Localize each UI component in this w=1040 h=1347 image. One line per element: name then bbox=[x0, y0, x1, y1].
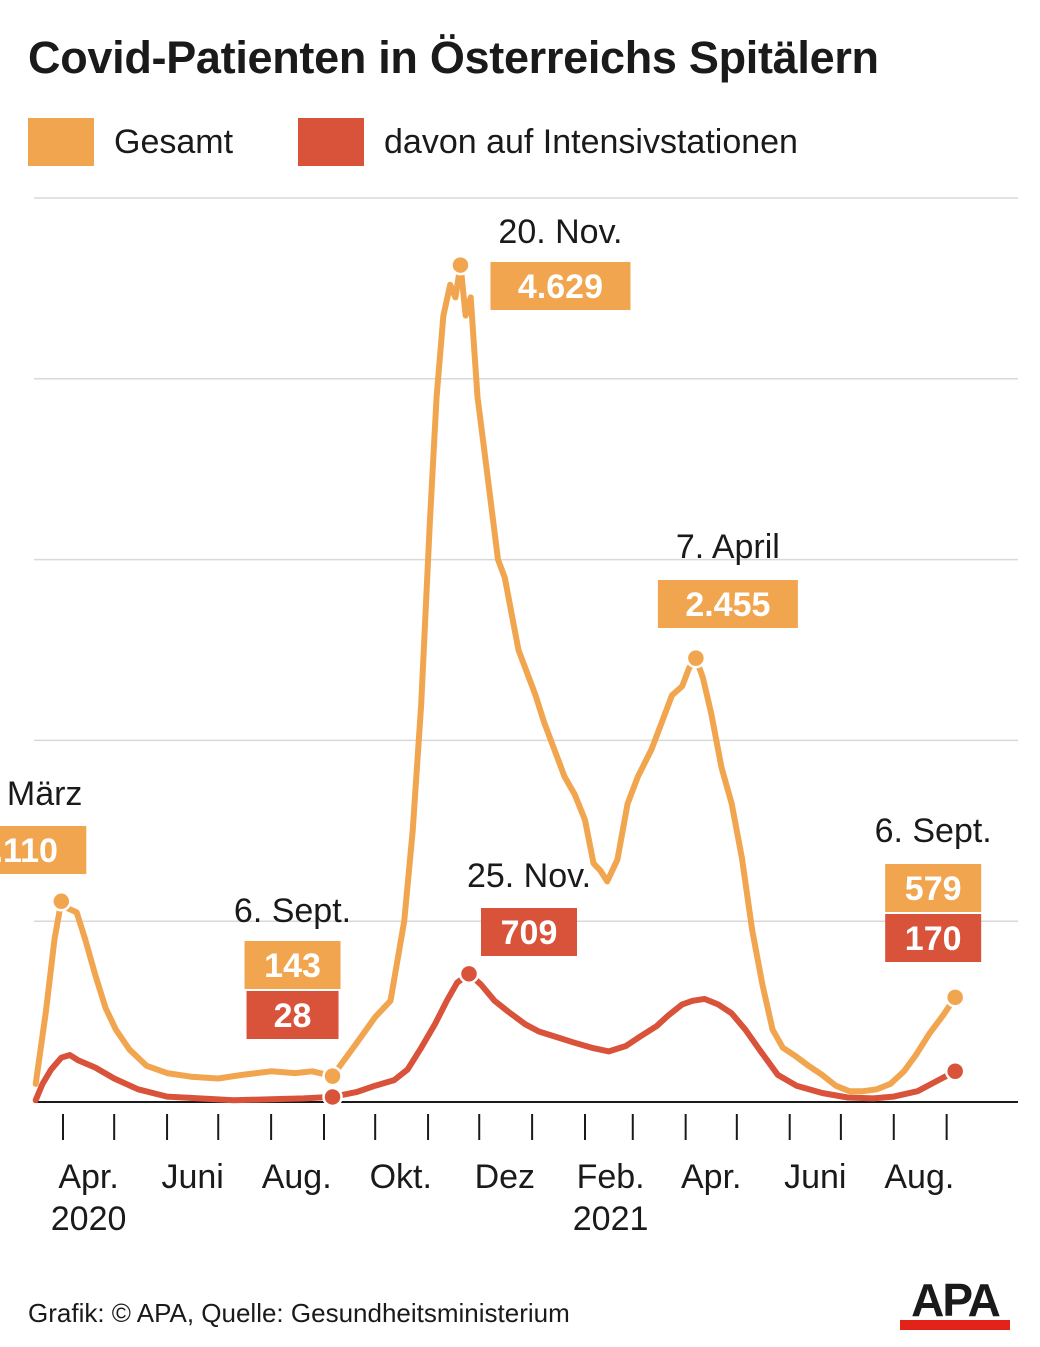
marker-total bbox=[322, 1065, 343, 1087]
marker-icu bbox=[944, 1061, 966, 1082]
annotation-value-box bbox=[246, 991, 339, 1039]
marker-icu bbox=[322, 1086, 343, 1108]
x-tick-label: Aug. bbox=[884, 1158, 954, 1196]
legend-swatch-total bbox=[28, 118, 94, 166]
series-lines bbox=[32, 262, 959, 1104]
marker-icu bbox=[458, 963, 480, 985]
annotation-value: 709 bbox=[501, 914, 558, 952]
annotation-value: 2.455 bbox=[685, 586, 770, 624]
apa-logo: APA bbox=[900, 1276, 1010, 1330]
x-tick-label: Juni bbox=[161, 1158, 223, 1196]
annotation-date: 6. Sept. bbox=[875, 812, 992, 850]
annotation-value-box bbox=[885, 914, 982, 962]
annotation-value-box bbox=[244, 941, 341, 989]
svg-text:APA: APA bbox=[911, 1276, 999, 1326]
line-chart: Apr. 2020 Juni Aug. Okt. Dez Feb. 2021 Apr. Juni A… bbox=[0, 197, 1018, 1238]
annotation-value: 170 bbox=[905, 920, 962, 958]
legend-item-total: Gesamt bbox=[28, 118, 233, 166]
annotation-value-box bbox=[885, 864, 982, 912]
legend-label-total: Gesamt bbox=[114, 122, 234, 161]
x-tick-label: Apr. bbox=[58, 1158, 118, 1196]
x-tick-label: Juni bbox=[784, 1158, 846, 1196]
x-tick-label: Feb. bbox=[577, 1158, 645, 1196]
annotation-date: 25. Nov. bbox=[467, 857, 591, 895]
x-tick-label: Okt. bbox=[370, 1158, 432, 1196]
x-tick-label: Apr. bbox=[681, 1158, 741, 1196]
x-tick-year-label: 2021 bbox=[573, 1200, 649, 1238]
annotation-date: 20. Nov. bbox=[498, 213, 622, 251]
series-line-icu bbox=[32, 970, 959, 1104]
annotation-value: 143 bbox=[264, 947, 321, 985]
marker-total bbox=[450, 254, 471, 276]
marker-total bbox=[51, 891, 72, 912]
annotation-value-box bbox=[490, 262, 631, 310]
legend-item-icu: davon auf Intensivstationen bbox=[298, 118, 798, 166]
annotation-date: 31. März bbox=[0, 775, 82, 813]
annotation-value: 4.629 bbox=[518, 268, 603, 306]
annotation-value: 1.110 bbox=[0, 832, 58, 870]
x-axis-ticks: Apr. 2020 Juni Aug. Okt. Dez Feb. 2021 Apr. Juni A… bbox=[51, 1114, 954, 1238]
annotation-date: 6. Sept. bbox=[234, 892, 351, 930]
x-tick-label: Dez bbox=[475, 1158, 535, 1196]
chart-title: Covid-Patienten in Österreichs Spitälern bbox=[28, 32, 879, 83]
x-tick-year-label: 2020 bbox=[51, 1200, 127, 1238]
annotation-date: 7. April bbox=[676, 528, 780, 566]
series-line-total bbox=[32, 262, 959, 1095]
marker-total bbox=[944, 987, 966, 1008]
annotation-value-box bbox=[657, 580, 798, 628]
legend-label-icu: davon auf Intensivstationen bbox=[384, 122, 798, 161]
legend-swatch-icu bbox=[298, 118, 364, 166]
annotation-value: 28 bbox=[274, 997, 312, 1035]
annotation-value-box bbox=[481, 908, 577, 956]
x-tick-label: Aug. bbox=[262, 1158, 332, 1196]
annotation-value: 579 bbox=[905, 870, 962, 908]
annotations: 31. März 1.110 6. Sept. 143 28 20. Nov. 4.629 2… bbox=[0, 213, 992, 1108]
marker-total bbox=[685, 647, 707, 669]
source-credit: Grafik: © APA, Quelle: Gesundheitsminist… bbox=[28, 1298, 570, 1328]
annotation-value-box bbox=[0, 826, 87, 874]
